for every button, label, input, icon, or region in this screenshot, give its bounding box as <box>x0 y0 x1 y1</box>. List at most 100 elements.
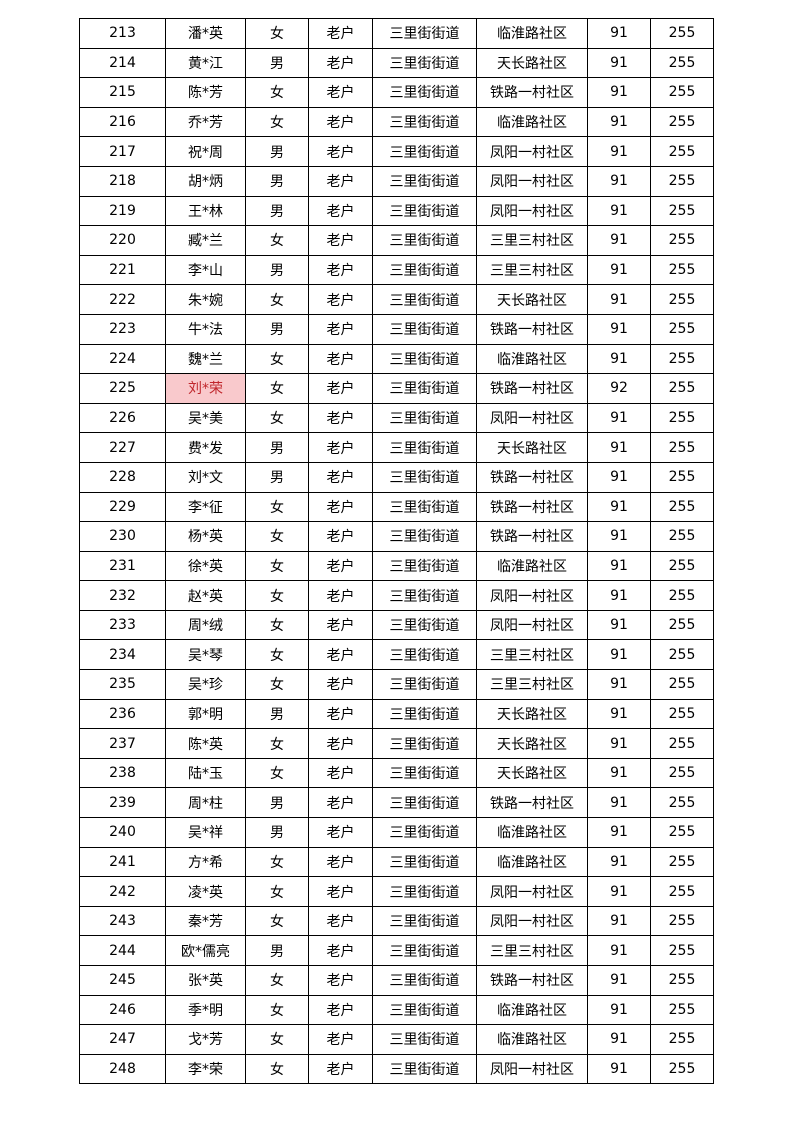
score: 91 <box>587 905 651 937</box>
row-number: 228 <box>79 461 166 493</box>
name: 朱*婉 <box>165 284 246 315</box>
score: 91 <box>587 136 651 167</box>
community: 三里三村社区 <box>476 225 588 256</box>
street: 三里街街道 <box>372 994 477 1026</box>
household-type: 老户 <box>308 313 373 345</box>
gender: 男 <box>245 136 309 167</box>
name: 李*征 <box>165 491 246 523</box>
name: 赵*英 <box>165 580 246 611</box>
amount: 255 <box>650 994 714 1026</box>
name: 戈*芳 <box>165 1024 246 1055</box>
street: 三里街街道 <box>372 846 477 878</box>
name: 吴*祥 <box>165 817 246 848</box>
community: 铁路一村社区 <box>476 77 588 108</box>
gender: 女 <box>245 106 309 138</box>
gender: 男 <box>245 432 309 463</box>
street: 三里街街道 <box>372 136 477 167</box>
gender: 女 <box>245 225 309 256</box>
score: 91 <box>587 935 651 966</box>
street: 三里街街道 <box>372 876 477 907</box>
name: 吴*珍 <box>165 669 246 700</box>
row-number: 246 <box>79 994 166 1026</box>
row-number: 234 <box>79 639 166 671</box>
row-number: 218 <box>79 165 166 197</box>
name: 欧*儒亮 <box>165 935 246 966</box>
score: 91 <box>587 165 651 197</box>
household-type: 老户 <box>308 284 373 315</box>
street: 三里街街道 <box>372 905 477 937</box>
row-number: 221 <box>79 254 166 286</box>
amount: 255 <box>650 698 714 730</box>
street: 三里街街道 <box>372 373 477 404</box>
street: 三里街街道 <box>372 254 477 286</box>
gender: 女 <box>245 994 309 1026</box>
score: 91 <box>587 47 651 79</box>
street: 三里街街道 <box>372 580 477 611</box>
amount: 255 <box>650 313 714 345</box>
community: 三里三村社区 <box>476 639 588 671</box>
name: 刘*荣 <box>165 373 246 404</box>
name: 王*林 <box>165 195 246 227</box>
household-type: 老户 <box>308 1053 373 1085</box>
gender: 男 <box>245 787 309 819</box>
score: 91 <box>587 284 651 315</box>
amount: 255 <box>650 1024 714 1055</box>
gender: 女 <box>245 639 309 671</box>
score: 91 <box>587 757 651 789</box>
gender: 女 <box>245 343 309 375</box>
street: 三里街街道 <box>372 18 477 49</box>
gender: 女 <box>245 491 309 523</box>
household-type: 老户 <box>308 935 373 966</box>
amount: 255 <box>650 669 714 700</box>
community: 天长路社区 <box>476 698 588 730</box>
street: 三里街街道 <box>372 698 477 730</box>
data-table: 213 潘*英女老户 三里街街道 临淮路社区 91 255 214 黄*江男老户 三里街街道 天长… <box>79 18 714 1085</box>
row-number: 245 <box>79 965 166 996</box>
street: 三里街街道 <box>372 787 477 819</box>
amount: 255 <box>650 18 714 49</box>
street: 三里街街道 <box>372 195 477 227</box>
amount: 255 <box>650 195 714 227</box>
community: 铁路一村社区 <box>476 461 588 493</box>
household-type: 老户 <box>308 106 373 138</box>
table-row: 244 欧*儒亮男老户 三里街街道 三里三村社区 91 255 <box>79 935 714 966</box>
amount: 255 <box>650 77 714 108</box>
household-type: 老户 <box>308 876 373 907</box>
community: 铁路一村社区 <box>476 787 588 819</box>
amount: 255 <box>650 165 714 197</box>
row-number: 232 <box>79 580 166 611</box>
community: 临淮路社区 <box>476 343 588 375</box>
name: 周*绒 <box>165 609 246 641</box>
table-row: 217 祝*周男老户 三里街街道 凤阳一村社区 91 255 <box>79 136 714 167</box>
score: 91 <box>587 994 651 1026</box>
name: 刘*文 <box>165 461 246 493</box>
name: 吴*琴 <box>165 639 246 671</box>
gender: 男 <box>245 254 309 286</box>
community: 临淮路社区 <box>476 18 588 49</box>
amount: 255 <box>650 935 714 966</box>
gender: 男 <box>245 313 309 345</box>
gender: 女 <box>245 402 309 434</box>
street: 三里街街道 <box>372 432 477 463</box>
household-type: 老户 <box>308 965 373 996</box>
score: 91 <box>587 18 651 49</box>
score: 91 <box>587 77 651 108</box>
street: 三里街街道 <box>372 343 477 375</box>
community: 凤阳一村社区 <box>476 876 588 907</box>
amount: 255 <box>650 254 714 286</box>
street: 三里街街道 <box>372 609 477 641</box>
row-number: 235 <box>79 669 166 700</box>
table-row: 230 杨*英女老户 三里街街道 铁路一村社区 91 255 <box>79 521 714 552</box>
street: 三里街街道 <box>372 77 477 108</box>
community: 凤阳一村社区 <box>476 905 588 937</box>
street: 三里街街道 <box>372 165 477 197</box>
community: 临淮路社区 <box>476 846 588 878</box>
name: 方*希 <box>165 846 246 878</box>
name: 臧*兰 <box>165 225 246 256</box>
name: 潘*英 <box>165 18 246 49</box>
amount: 255 <box>650 491 714 523</box>
community: 凤阳一村社区 <box>476 402 588 434</box>
table-row: 247 戈*芳女老户 三里街街道 临淮路社区 91 255 <box>79 1024 714 1055</box>
name: 周*柱 <box>165 787 246 819</box>
gender: 女 <box>245 550 309 582</box>
